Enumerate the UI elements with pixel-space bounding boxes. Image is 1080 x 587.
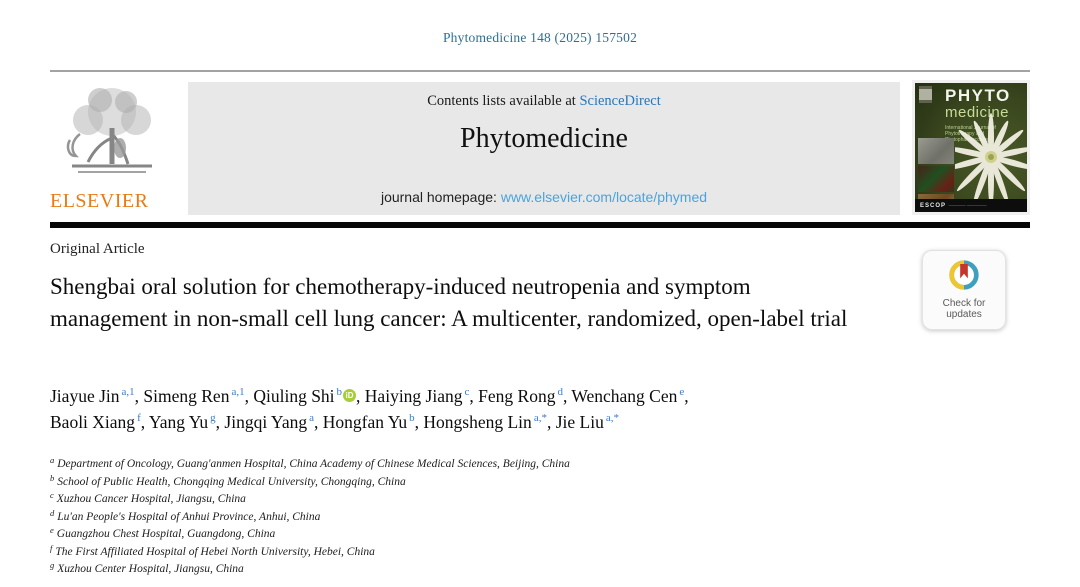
author: Hongsheng Lin a,*, bbox=[423, 412, 556, 432]
cover-footer: ESCOP ────── ─────── bbox=[915, 199, 1027, 212]
affiliation-list: a Department of Oncology, Guang'anmen Hos… bbox=[50, 456, 950, 579]
affiliation-line: e Guangzhou Chest Hospital, Guangdong, Ch… bbox=[50, 525, 276, 540]
author: Hongfan Yu b, bbox=[322, 412, 424, 432]
journal-title: Phytomedicine bbox=[460, 123, 628, 154]
cover-publisher-mark bbox=[919, 86, 932, 103]
author: Yang Yu g, bbox=[148, 412, 225, 432]
author-affiliation-superscript: g bbox=[210, 412, 216, 424]
cover-microscopy-thumb bbox=[918, 138, 954, 164]
author-affiliation-superscript: e bbox=[679, 386, 685, 398]
author-list: Jiayue Jin a,1, Simeng Ren a,1, Qiuling Sh… bbox=[50, 383, 850, 435]
orcid-icon[interactable]: iD bbox=[343, 389, 357, 402]
journal-cover: PHYTO medicine International Journal of … bbox=[915, 83, 1027, 212]
journal-cover-thumbnail[interactable]: PHYTO medicine International Journal of … bbox=[912, 80, 1030, 215]
elsevier-wordmark: ELSEVIER bbox=[50, 190, 149, 212]
article-title: Shengbai oral solution for chemotherapy-… bbox=[50, 274, 848, 331]
affiliation-line: d Lu'an People's Hospital of Anhui Provin… bbox=[50, 507, 321, 523]
masthead: ELSEVIER Contents lists available at Sci… bbox=[50, 80, 1030, 215]
journal-header-box: Contents lists available at ScienceDirec… bbox=[188, 82, 900, 215]
affiliation-line: g Xuzhou Center Hospital, Jiangsu, China bbox=[50, 560, 244, 575]
author-affiliation-superscript: b bbox=[336, 386, 343, 398]
homepage-line: journal homepage: www.elsevier.com/locat… bbox=[380, 189, 708, 205]
author: Feng Rong d, bbox=[478, 386, 572, 406]
affiliation-line: a Department of Oncology, Guang'anmen Hos… bbox=[50, 455, 570, 470]
affiliation-line: f The First Affiliated Hospital of Hebei … bbox=[50, 542, 375, 558]
author-affiliation-superscript: a,1 bbox=[121, 386, 135, 398]
author-affiliation-superscript: a,* bbox=[533, 412, 547, 424]
author-affiliation-superscript: a,1 bbox=[231, 386, 245, 398]
author: Jie Liu a,* bbox=[555, 412, 619, 432]
cover-title: PHYTO medicine bbox=[945, 86, 1011, 121]
author-affiliation-superscript: d bbox=[557, 386, 563, 398]
author-affiliation-superscript: b bbox=[409, 412, 415, 424]
author: Jiayue Jin a,1, bbox=[50, 386, 144, 406]
author: Baoli Xiang f, bbox=[50, 412, 149, 432]
cover-fluorescence-thumb bbox=[918, 166, 954, 192]
affiliation-line: b School of Public Health, Chongqing Medi… bbox=[50, 472, 406, 488]
article-type-label: Original Article bbox=[50, 241, 145, 257]
author-affiliation-superscript: c bbox=[464, 386, 470, 398]
author-affiliation-superscript: a,* bbox=[605, 412, 619, 424]
journal-homepage-link[interactable]: www.elsevier.com/locate/phymed bbox=[500, 189, 708, 205]
crossmark-icon bbox=[947, 260, 981, 296]
cover-flower-image bbox=[946, 107, 1027, 207]
journal-citation: Phytomedicine 148 (2025) 157502 bbox=[442, 30, 638, 45]
author-affiliation-superscript: f bbox=[137, 412, 141, 424]
section-divider-bar bbox=[50, 222, 1030, 228]
affiliation-line: c Xuzhou Cancer Hospital, Jiangsu, China bbox=[50, 490, 246, 505]
contents-line: Contents lists available at ScienceDirec… bbox=[427, 93, 661, 109]
crossmark-label: Check for updates bbox=[942, 298, 986, 320]
author: Qiuling Shi b iD, bbox=[253, 386, 365, 406]
author-affiliation-superscript: a bbox=[309, 412, 314, 424]
top-divider bbox=[50, 70, 1030, 72]
sciencedirect-link[interactable]: ScienceDirect bbox=[579, 93, 661, 109]
elsevier-logo[interactable]: ELSEVIER bbox=[50, 82, 178, 215]
author: Wenchang Cen e, bbox=[571, 386, 689, 406]
author: Haiying Jiang c, bbox=[364, 386, 479, 406]
author: Simeng Ren a,1, bbox=[143, 386, 254, 406]
author: Jingqi Yang a, bbox=[224, 412, 323, 432]
check-for-updates-badge[interactable]: Check for updates bbox=[922, 250, 1006, 330]
